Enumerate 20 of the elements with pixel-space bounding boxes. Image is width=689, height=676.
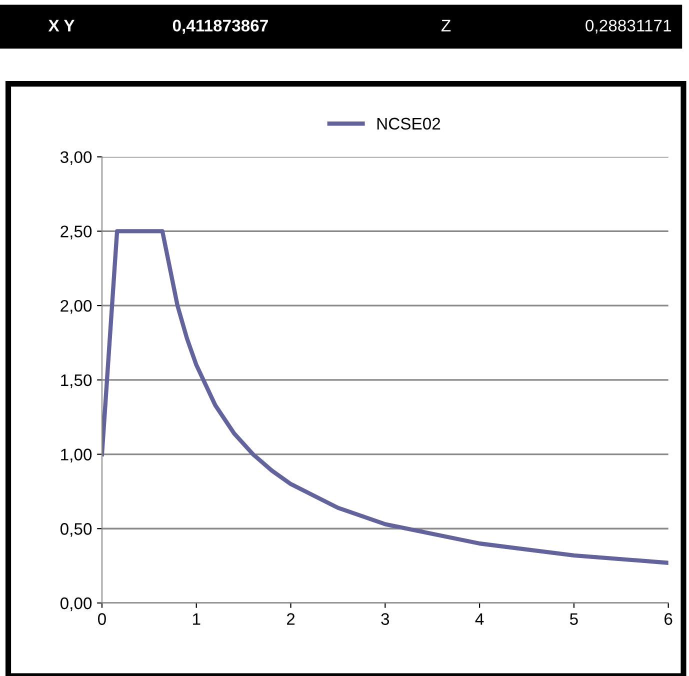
y-tick-label: 2,00 xyxy=(60,300,92,314)
x-tick-label: 1 xyxy=(193,613,200,625)
x-tick-label: 0 xyxy=(98,613,106,625)
text: 0,28831171 xyxy=(586,20,671,34)
text: Z xyxy=(441,20,451,32)
y-tick-label: 1,00 xyxy=(61,448,92,462)
y-tick-label: 0,50 xyxy=(60,523,92,537)
x-tick-label: 4 xyxy=(475,613,484,625)
line-series xyxy=(102,229,668,565)
x-tick-label: 5 xyxy=(570,613,578,625)
x-tick-label: 2 xyxy=(286,613,295,625)
text: 0,411873867 xyxy=(172,20,268,34)
y-tick-label: 1,50 xyxy=(61,374,92,388)
y-tick-label: 3,00 xyxy=(60,151,92,166)
y-tick-label: 0,00 xyxy=(60,597,92,612)
y-tick-label: 2,50 xyxy=(60,226,92,240)
text: X Y xyxy=(48,20,75,32)
x-tick-label: 3 xyxy=(381,613,390,625)
legend-label: NCSE02 xyxy=(377,118,440,130)
x-tick-label: 6 xyxy=(664,613,672,625)
